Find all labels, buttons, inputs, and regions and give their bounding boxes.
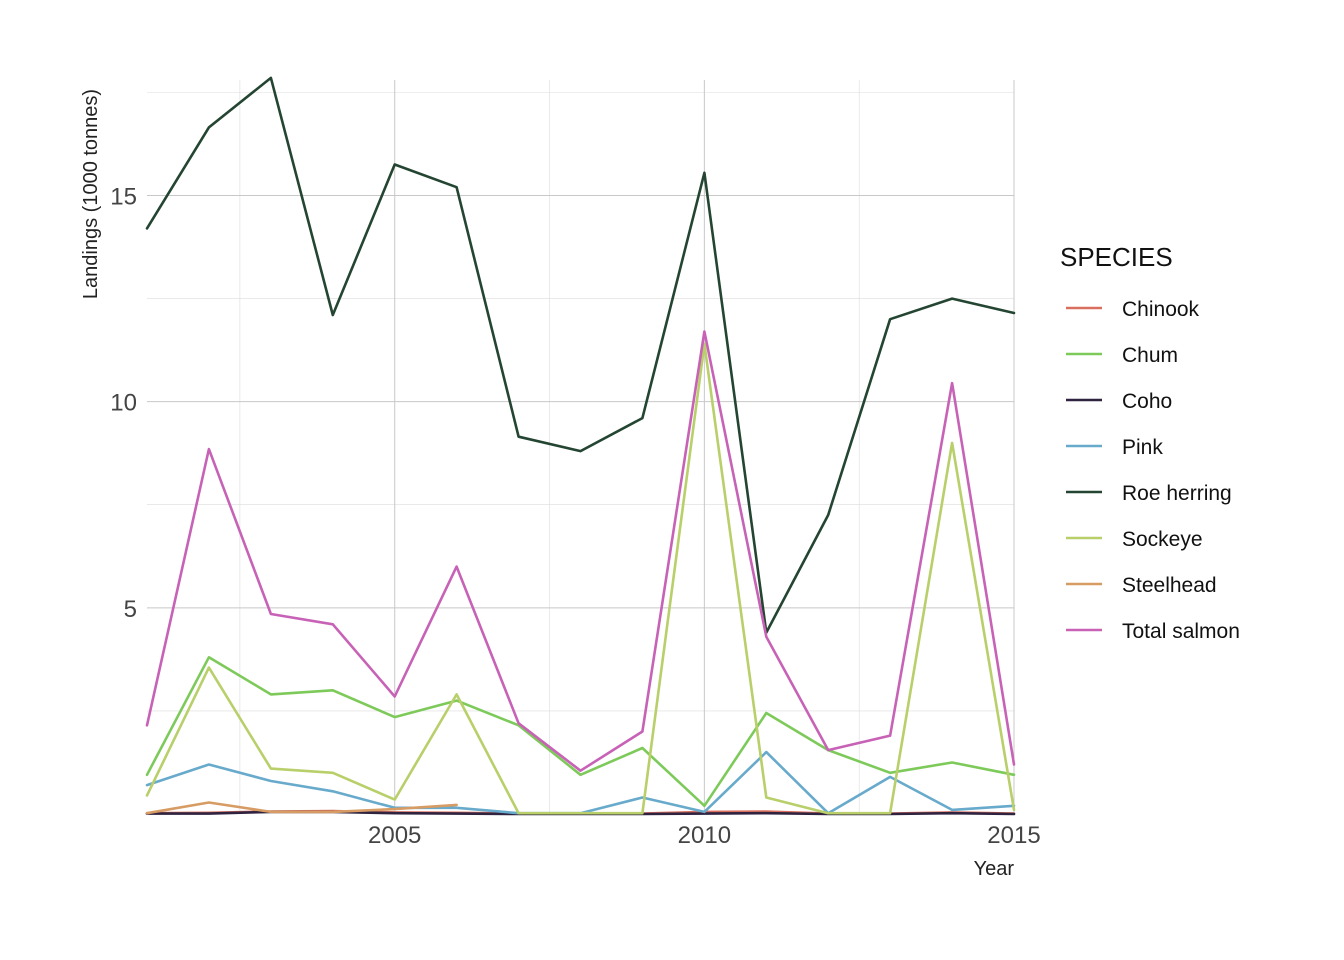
- legend-label: Chinook: [1122, 298, 1200, 321]
- y-axis-title: Landings (1000 tonnes): [80, 89, 102, 299]
- y-tick-label: 5: [124, 596, 137, 623]
- series-line-chum: [145, 656, 1016, 808]
- legend-item-coho: Coho: [1066, 390, 1172, 413]
- series-line-roe-herring: [145, 76, 1016, 634]
- y-axis-ticks: 5 10 15: [110, 183, 137, 622]
- x-axis-ticks: 2005 2010 2015: [368, 822, 1041, 849]
- grid: [147, 80, 1015, 814]
- series-line-sockeye: [145, 342, 1016, 815]
- legend-label: Chum: [1122, 344, 1178, 367]
- legend-label: Coho: [1122, 390, 1172, 413]
- series-line-total-salmon: [145, 330, 1016, 772]
- legend-title: SPECIES: [1060, 242, 1173, 272]
- x-tick-label: 2010: [678, 822, 731, 849]
- legend-item-chum: Chum: [1066, 344, 1178, 367]
- legend-item-roe-herring: Roe herring: [1066, 482, 1232, 505]
- y-tick-label: 10: [110, 390, 137, 417]
- x-tick-label: 2015: [987, 822, 1040, 849]
- legend-item-steelhead: Steelhead: [1066, 574, 1217, 597]
- legend-item-pink: Pink: [1066, 436, 1163, 459]
- y-tick-label: 15: [110, 183, 137, 210]
- legend-items: Chinook Chum Coho Pink Roe herring Sockeye Ste…: [1066, 298, 1240, 643]
- legend-label: Pink: [1122, 436, 1163, 459]
- legend-item-chinook: Chinook: [1066, 298, 1200, 321]
- legend: SPECIES Chinook Chum Coho Pink Roe herring So…: [1060, 242, 1240, 643]
- x-axis-title: Year: [974, 858, 1015, 880]
- legend-label: Total salmon: [1122, 620, 1240, 643]
- series-line-steelhead: [145, 801, 458, 815]
- series-lines: [145, 76, 1016, 816]
- legend-item-total-salmon: Total salmon: [1066, 620, 1240, 643]
- series-line-pink: [145, 750, 1016, 815]
- legend-item-sockeye: Sockeye: [1066, 528, 1203, 551]
- x-tick-label: 2005: [368, 822, 421, 849]
- legend-label: Roe herring: [1122, 482, 1232, 505]
- legend-label: Steelhead: [1122, 574, 1217, 597]
- legend-label: Sockeye: [1122, 528, 1203, 551]
